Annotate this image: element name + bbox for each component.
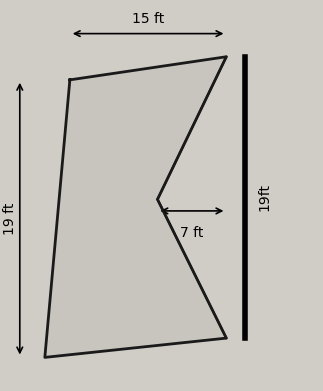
Text: 7 ft: 7 ft [180,226,203,240]
Text: 15 ft: 15 ft [132,12,164,26]
Polygon shape [45,57,226,357]
Text: 19ft: 19ft [258,183,272,212]
Text: 19 ft: 19 ft [4,203,17,235]
